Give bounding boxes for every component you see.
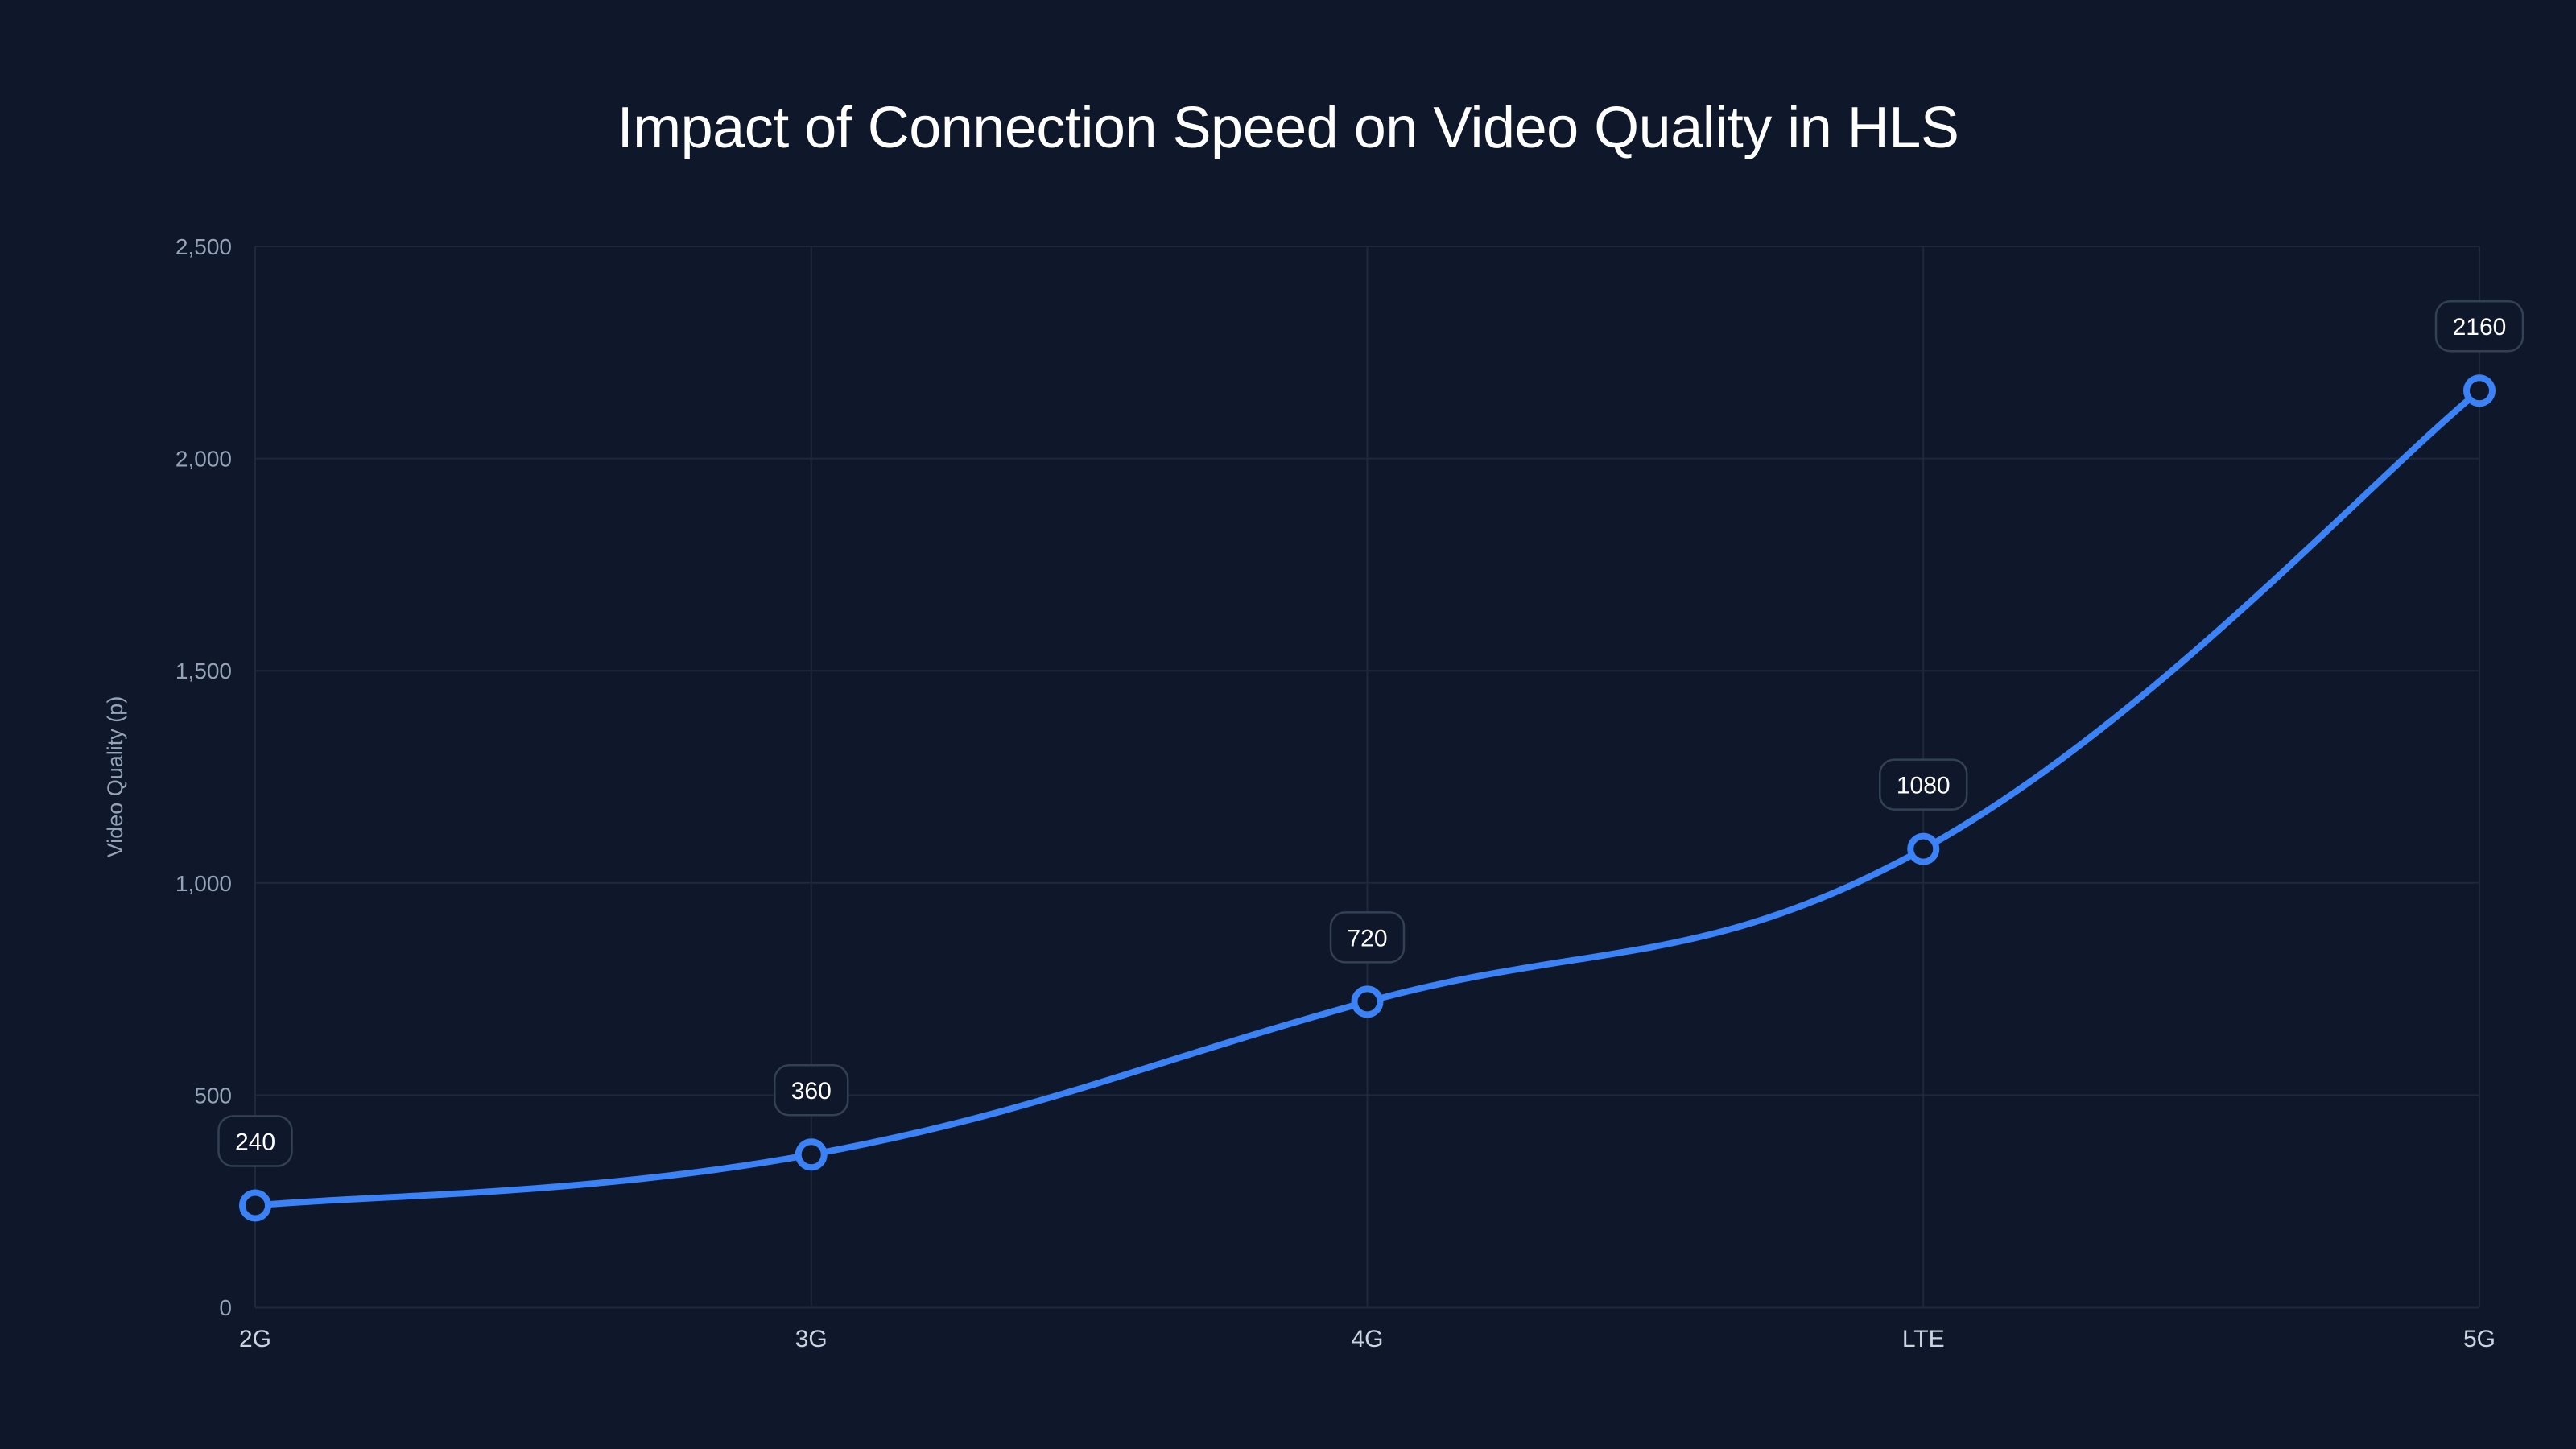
data-label-box <box>1879 758 1968 811</box>
data-label-box <box>1329 911 1406 964</box>
data-labels: 240 360 720 1080 2160 <box>217 299 2524 1167</box>
series-line <box>252 387 2483 1209</box>
data-label-value: 720 <box>1347 925 1387 952</box>
data-label: 2160 <box>2434 299 2524 353</box>
x-tick-label: 5G <box>2463 1326 2496 1352</box>
data-point-marker[interactable] <box>1907 832 1940 865</box>
data-label-value: 1080 <box>1897 773 1951 799</box>
y-tick-label: 500 <box>194 1083 232 1108</box>
chart-title: Impact of Connection Speed on Video Qual… <box>617 96 1959 160</box>
y-tick-label: 2,000 <box>175 447 232 472</box>
data-point-marker[interactable] <box>239 1189 271 1222</box>
data-point-marker[interactable] <box>795 1138 828 1171</box>
y-tick-label: 2,500 <box>175 234 232 259</box>
data-label-box <box>774 1063 849 1117</box>
data-point-marker[interactable] <box>1351 985 1384 1018</box>
y-axis-label: Video Quality (p) <box>103 696 127 858</box>
y-tick-label: 1,500 <box>175 658 232 683</box>
x-tick-label: 3G <box>795 1326 828 1352</box>
data-label: 720 <box>1329 911 1406 964</box>
data-label-value: 360 <box>791 1078 832 1104</box>
x-tick-label: LTE <box>1902 1326 1945 1352</box>
data-label-box <box>217 1115 293 1167</box>
data-markers <box>239 374 2496 1222</box>
data-label: 240 <box>217 1115 293 1167</box>
gridlines <box>254 246 2480 1309</box>
x-tick-label: 2G <box>239 1326 271 1352</box>
data-label-value: 2160 <box>2453 314 2507 341</box>
x-tick-label: 4G <box>1351 1326 1383 1352</box>
data-label-value: 240 <box>235 1129 275 1155</box>
data-point-marker[interactable] <box>2463 374 2496 407</box>
y-tick-label: 0 <box>219 1295 232 1320</box>
data-label: 360 <box>774 1063 849 1117</box>
data-label-box <box>2434 299 2524 353</box>
y-tick-label: 1,000 <box>175 871 232 896</box>
x-axis-ticks: 2G 3G 4G LTE 5G <box>239 1326 2496 1352</box>
data-label: 1080 <box>1879 758 1968 811</box>
y-axis-ticks: 0 500 1,000 1,500 2,000 2,500 <box>175 234 232 1320</box>
